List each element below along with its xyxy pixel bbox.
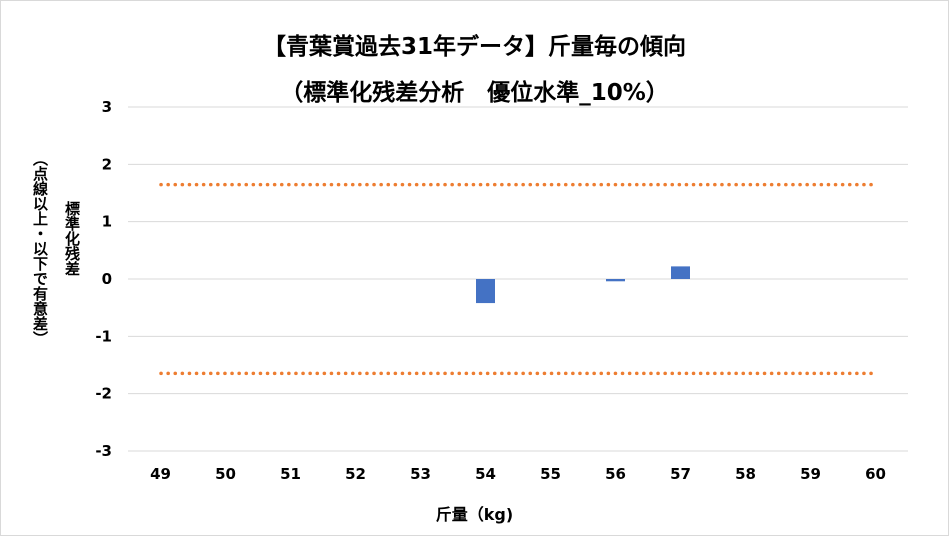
x-tick-label-60: 60 bbox=[865, 465, 886, 483]
x-tick-label-49: 49 bbox=[150, 465, 171, 483]
x-tick-label-52: 52 bbox=[345, 465, 366, 483]
x-tick-label-59: 59 bbox=[800, 465, 821, 483]
x-axis-label: 斤量（kg) bbox=[435, 505, 514, 524]
chart-title: 【青葉賞過去31年データ】斤量毎の傾向 bbox=[262, 34, 686, 60]
x-tick-label-51: 51 bbox=[280, 465, 301, 483]
y-tick-label-0: 3 bbox=[102, 98, 112, 116]
x-tick-label-54: 54 bbox=[475, 465, 496, 483]
bar-56 bbox=[606, 279, 625, 282]
x-tick-label-56: 56 bbox=[605, 465, 626, 483]
y-tick-label-3: 0 bbox=[102, 270, 112, 288]
y-tick-label-6: -3 bbox=[95, 442, 112, 460]
y-axis-label: 標準化残差 bbox=[63, 201, 81, 276]
x-tick-label-58: 58 bbox=[735, 465, 756, 483]
y-tick-label-5: -2 bbox=[95, 385, 112, 403]
chart-subtitle: （標準化残差分析 優位水準_10%） bbox=[280, 80, 669, 106]
x-tick-label-53: 53 bbox=[410, 465, 431, 483]
y-axis-note: （点線以上・以下で有意差） bbox=[31, 151, 49, 346]
y-tick-label-2: 1 bbox=[102, 213, 112, 231]
bar-54 bbox=[476, 279, 495, 304]
bar-57 bbox=[671, 266, 690, 279]
x-tick-label-55: 55 bbox=[540, 465, 561, 483]
x-tick-label-57: 57 bbox=[670, 465, 691, 483]
y-tick-label-1: 2 bbox=[102, 155, 112, 173]
x-tick-label-50: 50 bbox=[215, 465, 236, 483]
y-tick-label-4: -1 bbox=[95, 327, 112, 345]
